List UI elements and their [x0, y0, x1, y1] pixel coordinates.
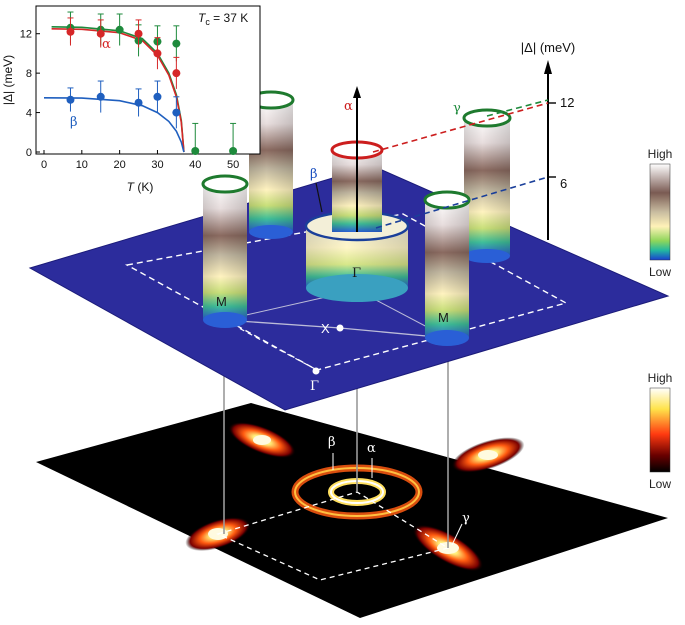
cylinder-m-left — [201, 174, 249, 328]
inset-data-point — [66, 27, 75, 36]
inset-fit-line — [43, 97, 185, 153]
inset-ytick-label: 0 — [26, 147, 32, 159]
hotspot-top-left — [228, 421, 296, 459]
inset-xtick-label: 40 — [189, 159, 201, 171]
inset-data-point — [115, 25, 124, 34]
inset-beta-label: β — [70, 115, 78, 130]
cylinder-m-right — [423, 190, 471, 346]
label-alpha-axis: α — [344, 99, 353, 114]
label-gamma-point2: Γ — [310, 379, 319, 394]
inset-plot-area — [43, 11, 238, 156]
inset-xtick-label: 0 — [41, 159, 47, 171]
inset-data-point — [96, 29, 105, 38]
upper-colorbar: High Low — [648, 147, 673, 279]
cylinder-beta-center — [304, 210, 410, 302]
inset-xtick-label: 10 — [76, 159, 88, 171]
cylinder-gamma-right-back — [462, 108, 512, 263]
label-m-left: M — [216, 294, 227, 309]
inset-xlabel: T (K) — [127, 180, 154, 194]
inset-xticks: 0 10 20 30 40 50 — [41, 150, 239, 171]
inset-data-point — [66, 95, 75, 104]
inset-ylabel: |Δ| (meV) — [1, 55, 15, 105]
inset-xtick-label: 50 — [227, 159, 239, 171]
x-point — [336, 324, 344, 332]
inset-data-point — [153, 49, 162, 58]
gamma-point-lower — [312, 367, 320, 375]
inset-data-point — [172, 39, 181, 48]
inset-data-point — [191, 147, 200, 156]
gap-tick-12: 12 — [560, 95, 574, 110]
lower-label-gamma: γ — [462, 511, 470, 526]
inset-xtick-label: 20 — [114, 159, 126, 171]
hotspot-right — [451, 437, 525, 473]
gap-axis: α |Δ| (meV) 12 6 γ β — [310, 40, 575, 240]
inset-ytick-label: 12 — [20, 29, 32, 41]
gap-tick-6: 6 — [560, 176, 567, 191]
inset-data-point — [134, 98, 143, 107]
gap-axis-label: |Δ| (meV) — [521, 40, 575, 55]
label-gamma-band: γ — [453, 101, 461, 116]
label-m-right: M — [438, 310, 449, 325]
inset-data-point — [229, 147, 238, 156]
label-beta-band: β — [310, 167, 318, 182]
inset-data-point — [172, 69, 181, 78]
lower-label-alpha: α — [367, 441, 376, 456]
label-gamma-point: Γ — [352, 266, 361, 281]
upper-colorbar-high: High — [648, 147, 673, 161]
inset-alpha-label: α — [102, 37, 111, 52]
inset-data-point — [134, 29, 143, 38]
lower-colorbar: High Low — [648, 371, 673, 491]
inset-data-point — [153, 92, 162, 101]
lower-intensity-map: β α γ — [36, 403, 668, 618]
inset-tc-label: Tc = 37 K — [198, 11, 248, 27]
inset-ytick-label: 4 — [26, 108, 32, 120]
upper-colorbar-low: Low — [649, 265, 671, 279]
label-x: X — [321, 321, 330, 336]
inset-yticks: 0 4 8 12 — [20, 29, 40, 159]
inset-xtick-label: 30 — [151, 159, 163, 171]
lower-colorbar-high: High — [648, 371, 673, 385]
inset-ytick-label: 8 — [26, 68, 32, 80]
lower-plane — [36, 403, 668, 618]
inset-chart: 0 10 20 30 40 50 0 4 8 12 Tc = 37 K |Δ| (meV) T … — [1, 5, 261, 194]
inset-data-point — [96, 92, 105, 101]
inset-data-point — [172, 108, 181, 117]
lower-colorbar-low: Low — [649, 477, 671, 491]
lower-label-beta: β — [328, 435, 336, 450]
